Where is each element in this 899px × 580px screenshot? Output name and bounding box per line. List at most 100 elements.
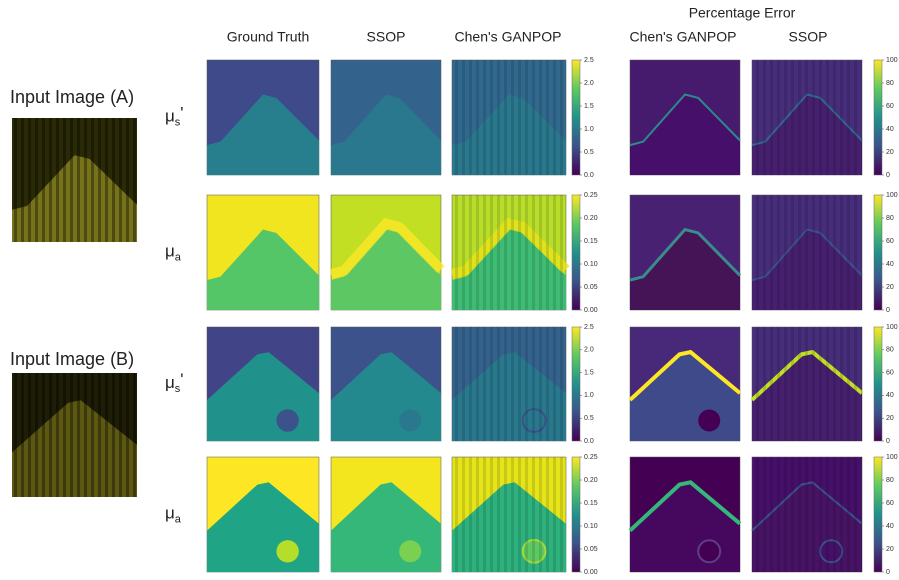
panel-inclusion [698,409,720,431]
image-panel [331,195,441,310]
colorbar-tick-label: 20 [886,415,894,422]
panel-texture [452,60,566,175]
panel-inclusion [276,409,298,431]
image-panel [207,195,319,310]
input-texture [12,373,137,497]
colorbar-tick-label: 0.15 [584,238,598,245]
image-panel [207,457,319,572]
colorbar [572,327,580,441]
column-header: Ground Truth [227,29,310,45]
colorbar [874,327,882,441]
column-header: Chen's GANPOP [630,29,737,45]
input-label: Input Image (A) [10,87,134,107]
colorbar [572,195,580,310]
column-header: SSOP [789,29,828,45]
colorbar-tick-label: 0.15 [584,500,598,507]
colorbar-tick-label: 20 [886,149,894,156]
colorbar-tick-label: 2.5 [584,57,594,64]
panel-inclusion [698,540,720,562]
column-header: SSOP [367,29,406,45]
image-panel [630,457,740,572]
panel-texture [452,457,566,572]
colorbar [874,195,882,310]
image-panel [752,327,862,441]
panel-texture [752,457,862,572]
colorbar-tick-label: 80 [886,80,894,87]
colorbar-tick-label: 0.05 [584,284,598,291]
colorbar-tick-label: 60 [886,238,894,245]
image-panel [452,195,566,310]
panel-inclusion [276,540,298,562]
image-panel [452,60,566,175]
row-symbol: μ [165,107,175,126]
row-symbol: μ [165,504,175,523]
group-header: Percentage Error [689,5,796,21]
row-suffix: ' [180,370,183,389]
colorbar-tick-label: 80 [886,347,894,354]
image-panel [331,327,441,441]
panel-texture [752,327,862,441]
row-subscript: a [175,251,182,263]
panel-inclusion [399,409,421,431]
colorbar-tick-label: 80 [886,477,894,484]
colorbar-tick-label: 0.10 [584,523,598,530]
colorbar [572,60,580,175]
colorbar-tick-label: 80 [886,215,894,222]
colorbar-tick-label: 100 [886,192,898,199]
panel-texture [752,195,862,310]
panel-inclusion [399,540,421,562]
colorbar-tick-label: 40 [886,392,894,399]
colorbar-tick-label: 0 [886,172,890,179]
colorbar-tick-label: 0.05 [584,546,598,553]
colorbar-tick-label: 20 [886,284,894,291]
row-label: μs' [165,104,184,128]
colorbar-tick-label: 0.00 [584,569,598,575]
figure: Ground Truth SSOP Chen's GANPOP Percenta… [0,0,899,575]
colorbar-tick-label: 0 [886,569,890,575]
colorbar-tick-label: 60 [886,500,894,507]
colorbar-tick-label: 100 [886,324,898,331]
colorbar [874,60,882,175]
colorbar [572,457,580,572]
image-panel [630,327,740,441]
colorbar-tick-label: 0.0 [584,438,594,445]
colorbar-tick-label: 0.25 [584,192,598,199]
image-panel [630,60,740,175]
row-symbol: μ [165,242,175,261]
colorbar-tick-label: 40 [886,126,894,133]
row-symbol: μ [165,373,175,392]
colorbar-tick-label: 1.0 [584,392,594,399]
colorbar-tick-label: 60 [886,369,894,376]
colorbar-tick-label: 0.0 [584,172,594,179]
colorbar-tick-label: 0 [886,438,890,445]
image-panel [207,60,319,175]
row-subscript: a [175,513,182,525]
panel-texture [452,327,566,441]
colorbar-tick-label: 2.0 [584,347,594,354]
colorbar-tick-label: 0.25 [584,454,598,461]
colorbar-tick-label: 0.20 [584,215,598,222]
colorbar-tick-label: 1.0 [584,126,594,133]
colorbar-tick-label: 100 [886,454,898,461]
colorbar [874,457,882,572]
image-panel [752,195,862,310]
image-panel [452,327,566,441]
row-suffix: ' [180,104,183,123]
page: {"headers": {"ground_truth": "Ground Tru… [0,0,899,580]
colorbar-tick-label: 40 [886,523,894,530]
panel-texture [752,60,862,175]
image-panel [452,457,566,572]
row-label: μa [165,242,182,263]
colorbar-tick-label: 40 [886,261,894,268]
colorbar-tick-label: 20 [886,546,894,553]
input-label: Input Image (B) [10,349,134,369]
colorbar-tick-label: 0.5 [584,149,594,156]
row-label: μs' [165,370,184,394]
column-header: Chen's GANPOP [455,29,562,45]
image-panel [331,457,441,572]
image-panel [752,457,862,572]
image-panel [630,195,740,310]
colorbar-tick-label: 2.0 [584,80,594,87]
colorbar-tick-label: 1.5 [584,103,594,110]
colorbar-tick-label: 100 [886,57,898,64]
